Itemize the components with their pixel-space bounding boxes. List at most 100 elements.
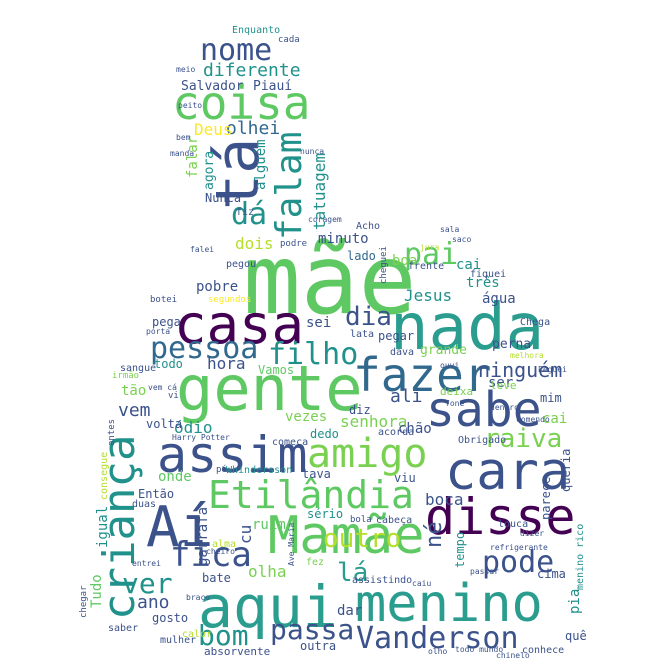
word-salvador: Salvador [181,79,244,94]
word-cheiro: cheiro [206,547,235,556]
word-minuto: minuto [318,231,369,247]
word-nunca: nunca [300,147,325,156]
word-chegar: chegar [79,585,89,618]
word-onde: onde [158,469,192,485]
word-gosto: gosto [152,611,189,625]
word-passa: passa [270,613,355,646]
word-segundos: segundos [208,295,252,305]
word-aqui: aqui [198,573,338,641]
word-acorda: acorda [378,427,415,438]
word-mamae-cap: Mamãe [268,506,425,566]
word-ano: ano [137,592,170,613]
word-pia: pia [567,588,583,614]
word-lata: lata [350,329,375,340]
word-dizer: dizer [520,529,545,538]
word-peguei: Peguei [538,365,567,374]
word-porta: porta [146,327,171,336]
word-cai-2: cai [542,411,568,427]
word-cada: cada [278,35,300,45]
word-alma: alma [212,539,237,550]
word-antes: antes [107,418,117,446]
word-fica: fica [170,535,252,575]
word-boa: boa [392,253,418,269]
word-nome: nome [200,33,273,68]
word-disse: disse [425,488,576,546]
word-cheguei: cheguei [379,246,389,284]
word-sabe: sabe [426,382,542,438]
word-jesus: Jesus [404,286,453,305]
word-cu: cu [236,524,255,544]
word-acho: Acho [356,221,381,232]
word-consegue: consegue [99,451,110,500]
word-pobre: pobre [196,279,239,295]
word-duas: duas [132,499,157,510]
word-saco: saco [452,235,472,244]
word-da: dá [231,197,268,232]
word-ouvi: ouvi [440,361,460,370]
word-mim: mim [540,391,562,405]
word-menino-rico: menino rico [575,523,586,590]
word-outra: outra [300,639,337,653]
word-parece: parece [539,476,553,520]
word-tres: três [466,275,500,291]
word-gente: gente [176,352,363,425]
word-braco: braço [186,593,211,602]
word-pe: pé [216,465,227,475]
word-podre: podre [280,239,308,249]
word-agora: agora [202,150,217,190]
word-pegar: pegar [378,329,415,343]
word-fez: fez [306,557,325,568]
word-passar: passar [470,567,499,576]
word-conhece: conhece [522,645,565,656]
word-ninguem: ninguém [478,358,563,382]
word-deus: Deus [194,120,233,139]
word-fiz: fiz [236,207,255,218]
word-vem-ca: vem cá [148,383,177,392]
word-lado: lado [347,249,376,263]
word-tudo: Tudo [89,574,105,608]
word-viu: viu [394,471,416,485]
word-louca: louca [498,519,529,530]
word-bate: bate [202,571,231,585]
word-bom: bom [198,619,249,652]
word-mulher: mulher [160,635,197,646]
word-outro: outro [323,524,402,554]
word-pegou: pegou [226,259,257,270]
word-refrigerante: refrigerante [490,543,548,552]
word-chinelo: chinelo [496,651,530,660]
word-amigo: amigo [307,431,428,477]
word-jura: jura [420,243,440,252]
word-todo-mundo: todo mundo [455,645,504,654]
word-bem: bem [176,133,191,142]
word-cima: cima [537,567,566,581]
word-queria: queria [559,448,573,492]
word-perna: perna [492,337,532,352]
word-assim: assim [157,426,308,484]
word-harry-potter: Harry Potter [172,433,230,442]
word-botei: botei [150,295,178,305]
word-dava: dava [390,347,415,358]
word-ali: ali [390,386,423,407]
word-sei: sei [306,315,332,331]
word-dedo: dedo [310,427,339,441]
word-meio: meio [176,65,196,74]
word-cara: cara [445,442,571,502]
word-la: lá [337,558,369,588]
word-irmao: irmão [112,371,140,381]
word-assistindo: assistindo [352,575,413,586]
word-sala: sala [440,225,460,234]
word-saber: saber [108,623,139,634]
word-piaui: Piauí [253,79,293,94]
word-filho: filho [268,337,359,372]
word-agua: água [482,291,516,307]
word-casa: casa [174,293,305,356]
word-diferente: diferente [203,60,301,81]
word-coragem: coragem [308,215,342,224]
word-olhei: olhei [226,118,281,139]
word-dentro: dentro [490,403,519,412]
word-dia: dia [345,302,392,332]
word-entrei: entrei [132,559,161,568]
word-olho: olho [428,647,448,656]
word-pessoa: pessoa [150,331,259,366]
